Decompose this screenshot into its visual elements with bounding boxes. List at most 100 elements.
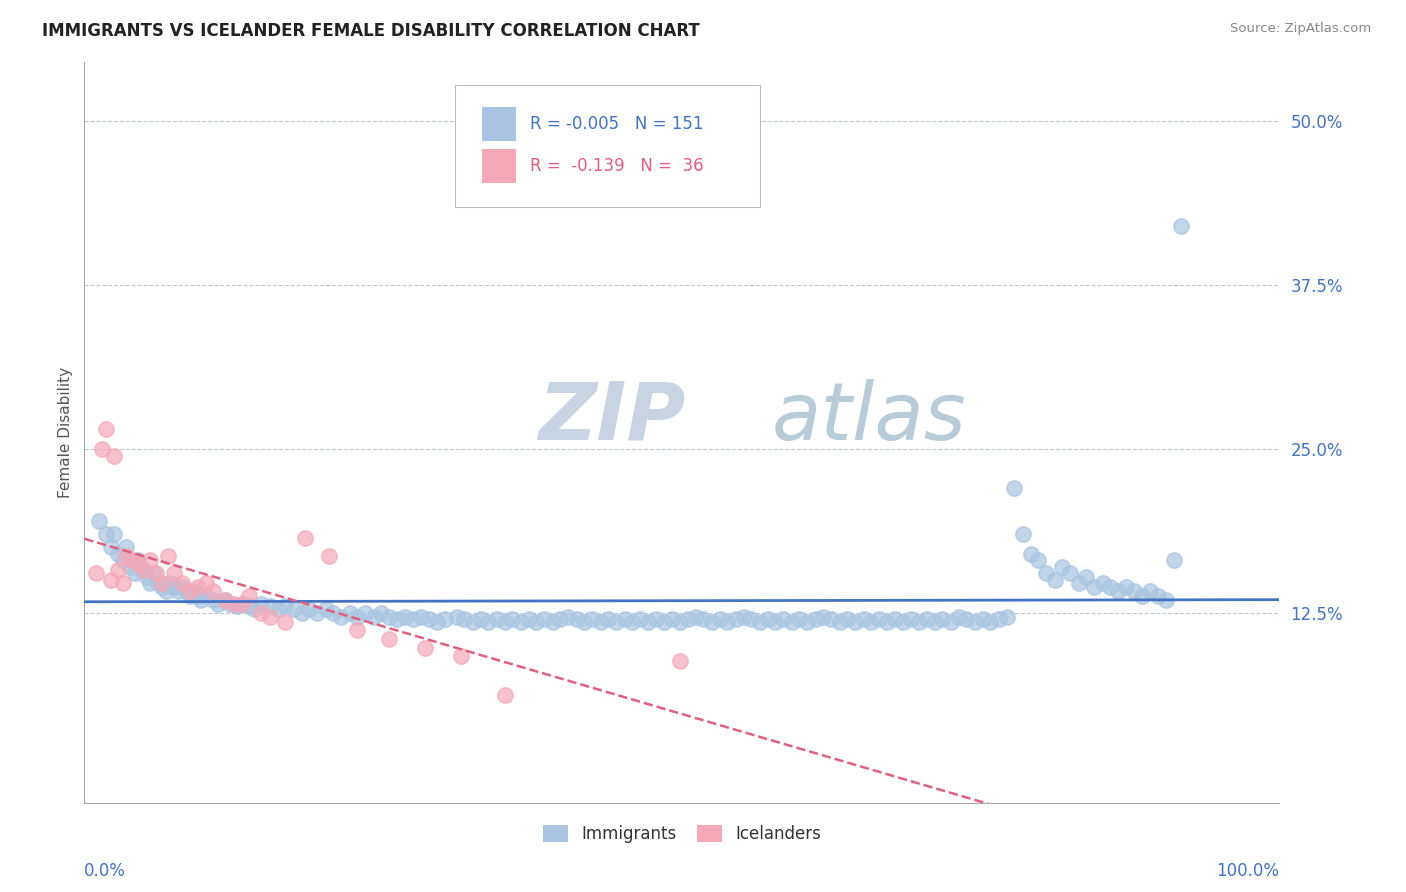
Point [1170,219,1192,234]
Bar [482,107,516,141]
Point [748,615,770,629]
Point [876,615,898,629]
Point [859,615,882,629]
Point [231,597,253,611]
Point [291,606,314,620]
Point [740,612,762,626]
Point [844,615,866,629]
Point [103,527,125,541]
Point [322,606,344,620]
Point [118,560,141,574]
Point [274,615,297,629]
Point [226,599,249,614]
Point [907,615,929,629]
Point [145,566,167,581]
Point [1098,580,1121,594]
Point [811,609,834,624]
Point [628,612,651,626]
Point [127,553,149,567]
Point [339,606,361,620]
Point [709,612,731,626]
Point [637,615,659,629]
Point [1122,583,1144,598]
Point [692,612,714,626]
Point [111,575,134,590]
Point [179,589,201,603]
Point [581,612,603,626]
Point [283,602,305,616]
Point [127,558,149,572]
Point [1035,566,1057,581]
Point [931,612,953,626]
Point [135,570,157,584]
Point [852,612,875,626]
Point [900,612,922,626]
Point [939,615,962,629]
Point [132,563,156,577]
Point [434,612,457,626]
Point [100,541,122,555]
Point [387,612,409,626]
Point [413,641,436,656]
Text: 0.0%: 0.0% [84,862,127,880]
Point [111,553,134,567]
Point [835,612,858,626]
Point [676,612,699,626]
Point [446,609,468,624]
Point [214,592,236,607]
Point [183,583,205,598]
Point [572,615,595,629]
Point [142,566,165,581]
Point [363,609,385,624]
Point [103,449,125,463]
Point [166,583,188,598]
Point [868,612,890,626]
Point [668,615,690,629]
Point [1002,481,1025,495]
Point [524,615,547,629]
Point [274,599,297,614]
Point [250,606,273,620]
Point [100,573,122,587]
Point [1050,560,1073,574]
Text: atlas: atlas [772,379,966,457]
Legend: Immigrants, Icelanders: Immigrants, Icelanders [536,819,828,850]
Point [94,422,117,436]
Point [963,615,986,629]
Point [148,575,170,590]
Point [330,609,353,624]
Point [187,580,209,594]
Point [1019,547,1042,561]
Point [661,612,683,626]
Point [1026,553,1049,567]
Point [411,609,433,624]
Point [1154,592,1177,607]
Text: 100.0%: 100.0% [1216,862,1279,880]
Point [259,599,281,614]
Point [91,442,114,456]
Point [418,612,440,626]
Point [995,609,1018,624]
Point [378,609,401,624]
Point [115,541,138,555]
Point [172,580,194,594]
Point [131,563,153,577]
Point [796,615,818,629]
Point [828,615,851,629]
Point [685,609,707,624]
Point [298,602,321,616]
Point [1146,589,1168,603]
Point [924,615,946,629]
Point [190,592,212,607]
Point [163,566,186,581]
Point [243,602,266,616]
Point [477,615,499,629]
Text: ZIP: ZIP [538,379,686,457]
Point [294,531,316,545]
Point [222,597,245,611]
Point [1130,589,1153,603]
Point [565,612,588,626]
Point [155,583,177,598]
Point [124,566,146,581]
Point [195,575,218,590]
